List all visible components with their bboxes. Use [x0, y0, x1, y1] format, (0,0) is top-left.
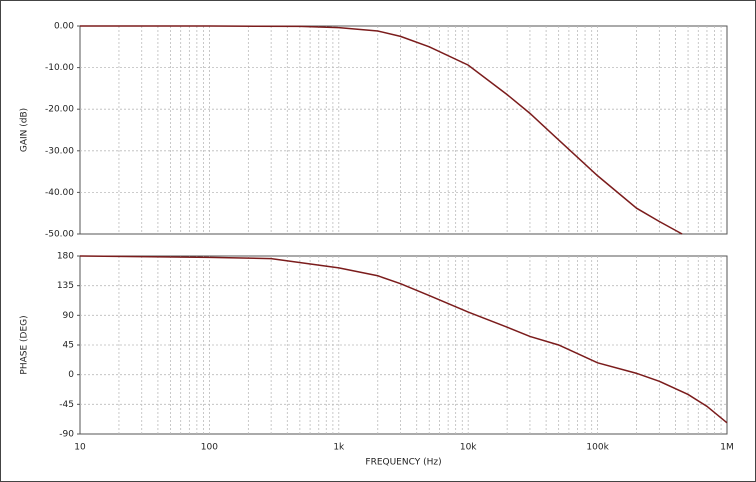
y-tick-label: 45	[63, 341, 74, 351]
x-tick-label: 10k	[460, 443, 477, 453]
y-tick-label: -10.00	[45, 63, 74, 73]
data-line	[80, 25, 683, 235]
y-tick-label: 180	[57, 252, 74, 262]
x-tick-label: 1k	[333, 443, 345, 453]
x-tick-label: 100	[201, 443, 218, 453]
y-tick-label: 0.00	[54, 22, 74, 32]
x-axis-label: FREQUENCY (Hz)	[365, 458, 441, 468]
y-tick-label: -20.00	[45, 105, 74, 115]
y-axis-label: GAIN (dB)	[20, 108, 30, 152]
y-tick-label: 90	[63, 311, 75, 321]
y-tick-label: -30.00	[45, 146, 74, 156]
y-tick-label: -40.00	[45, 188, 74, 198]
x-tick-label: 10	[74, 443, 86, 453]
y-tick-label: -90	[59, 430, 74, 440]
x-tick-label: 100k	[586, 443, 609, 453]
y-tick-label: -45	[59, 400, 74, 410]
y-tick-label: 135	[57, 281, 74, 291]
data-line	[79, 255, 728, 424]
plot-frame	[79, 25, 728, 235]
x-tick-label: 1M	[720, 443, 734, 453]
y-tick-label: -50.00	[45, 230, 74, 240]
y-tick-label: 0	[68, 370, 74, 380]
y-axis-label: PHASE (DEG)	[20, 315, 30, 374]
